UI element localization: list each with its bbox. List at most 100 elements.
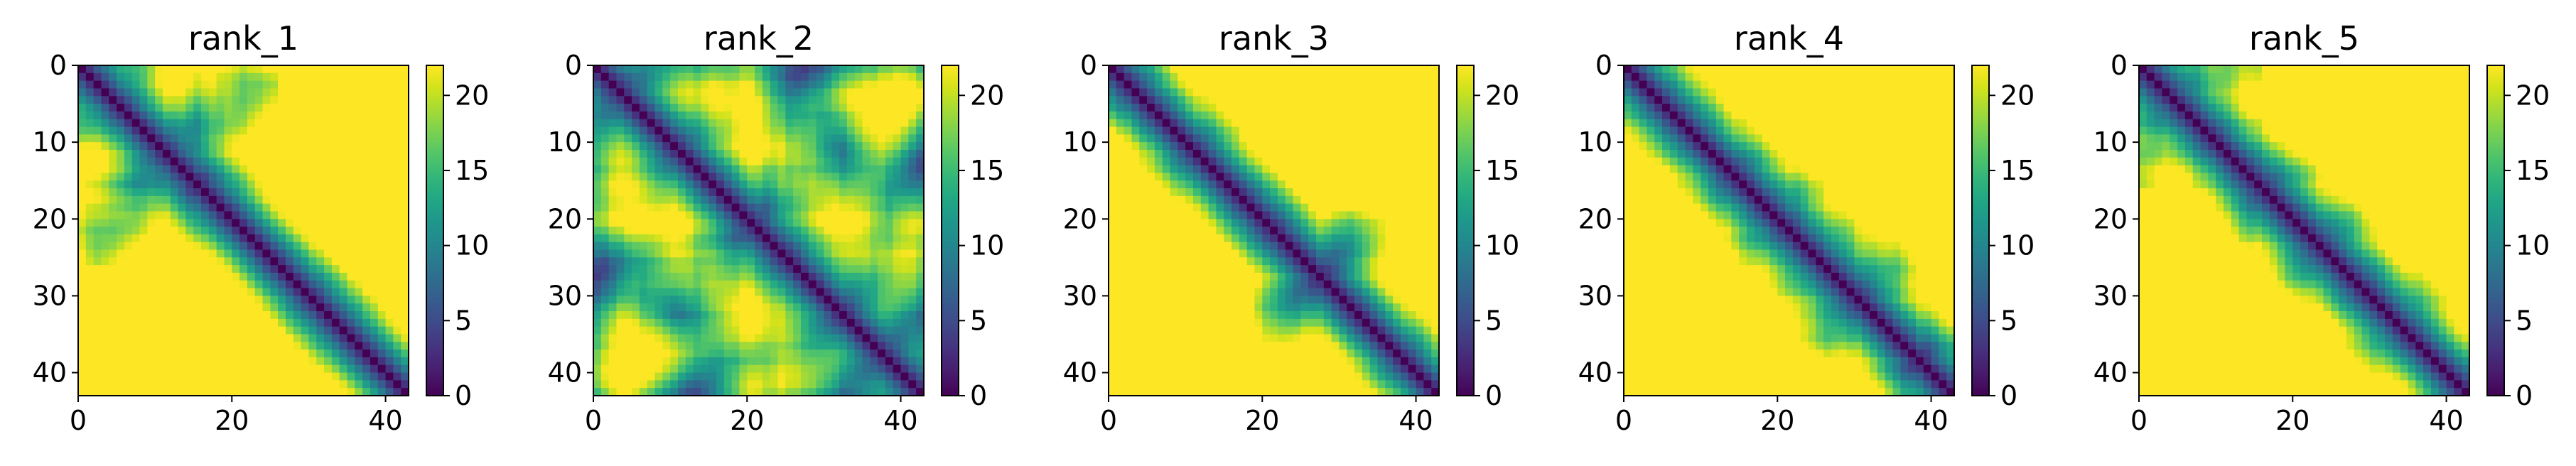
heatmap-cell xyxy=(93,380,102,389)
heatmap-cell xyxy=(147,96,156,104)
heatmap-cell xyxy=(78,142,87,151)
heatmap-cell xyxy=(885,219,894,227)
heatmap-cell xyxy=(147,157,156,166)
heatmap-cell xyxy=(701,173,709,181)
heatmap-cell xyxy=(339,249,348,258)
heatmap-cell xyxy=(870,227,878,235)
heatmap-cell xyxy=(401,96,409,104)
heatmap-cell xyxy=(677,265,686,273)
heatmap-cell xyxy=(770,311,779,320)
heatmap-cell xyxy=(916,142,925,151)
colorbar-step xyxy=(942,274,959,278)
heatmap-cell xyxy=(185,388,194,396)
heatmap-cell xyxy=(1170,134,1178,143)
heatmap-cell xyxy=(808,104,817,112)
heatmap-cell xyxy=(1216,195,1224,205)
heatmap-cell xyxy=(1347,65,1355,74)
heatmap-cell xyxy=(147,318,156,327)
heatmap-cell xyxy=(393,96,402,104)
heatmap-cell xyxy=(1385,195,1394,205)
x-tick-label: 20 xyxy=(730,405,764,436)
heatmap-cell xyxy=(355,219,363,227)
heatmap-cell xyxy=(1277,227,1286,235)
heatmap-cell xyxy=(370,180,379,189)
heatmap-cell xyxy=(670,242,679,251)
heatmap-cell xyxy=(1377,88,1386,97)
colorbar-step xyxy=(942,299,959,303)
heatmap-cell xyxy=(247,96,256,104)
heatmap-cell xyxy=(854,272,863,281)
heatmap-cell xyxy=(78,234,87,243)
heatmap-cell xyxy=(639,180,648,189)
heatmap-cell xyxy=(239,234,248,243)
heatmap-cell xyxy=(208,380,217,389)
heatmap-cell xyxy=(193,180,202,189)
heatmap-cell xyxy=(1162,203,1171,212)
heatmap-cell xyxy=(816,165,825,173)
heatmap-cell xyxy=(1109,180,1117,189)
heatmap-cell xyxy=(178,380,186,389)
heatmap-cell xyxy=(155,80,163,90)
heatmap-cell xyxy=(885,265,894,273)
heatmap-cell xyxy=(208,257,217,266)
heatmap-cell xyxy=(800,257,809,266)
heatmap-cell xyxy=(1369,126,1379,135)
heatmap-cell xyxy=(1339,111,1347,120)
heatmap-cell xyxy=(654,203,663,212)
heatmap-cell xyxy=(1116,88,1125,97)
heatmap-cell xyxy=(124,334,133,342)
heatmap-cell xyxy=(1416,119,1424,128)
heatmap-cell xyxy=(201,126,210,135)
heatmap-cell xyxy=(278,211,286,220)
heatmap-cell xyxy=(762,195,771,205)
heatmap-cell xyxy=(616,257,625,266)
heatmap-cell xyxy=(339,227,348,235)
heatmap-cell xyxy=(139,203,148,212)
heatmap-cell xyxy=(347,88,355,97)
heatmap-cell xyxy=(816,195,825,205)
heatmap-cell xyxy=(216,234,225,243)
heatmap-cell xyxy=(331,119,340,128)
heatmap-cell xyxy=(639,157,648,166)
heatmap-cell xyxy=(278,142,286,151)
heatmap-cell xyxy=(647,104,656,112)
heatmap-cell xyxy=(301,296,310,304)
colorbar-step xyxy=(426,220,443,223)
heatmap-cell xyxy=(185,318,194,327)
heatmap-cell xyxy=(608,372,618,381)
heatmap-cell xyxy=(647,242,656,251)
heatmap-cell xyxy=(824,326,832,335)
colorbar-step xyxy=(426,362,443,366)
heatmap-cell xyxy=(362,142,371,151)
heatmap-cell xyxy=(1239,173,1248,181)
heatmap-cell xyxy=(201,134,210,143)
heatmap-cell xyxy=(93,219,102,227)
heatmap-cell xyxy=(670,180,679,189)
heatmap-cell xyxy=(616,311,625,320)
heatmap-cell xyxy=(593,380,602,389)
heatmap-cell xyxy=(339,173,348,181)
heatmap-cell xyxy=(377,227,387,235)
heatmap-cell xyxy=(878,227,886,235)
heatmap-cell xyxy=(1315,173,1325,181)
heatmap-cell xyxy=(1347,111,1355,120)
heatmap-cell xyxy=(731,372,740,381)
heatmap-cell xyxy=(739,142,748,151)
heatmap-cell xyxy=(316,280,325,289)
heatmap-cell xyxy=(785,242,794,251)
heatmap-cell xyxy=(1185,134,1194,143)
heatmap-cell xyxy=(262,380,271,389)
heatmap-cell xyxy=(846,142,856,151)
heatmap-cell xyxy=(232,296,240,304)
heatmap-cell xyxy=(155,388,163,396)
heatmap-cell xyxy=(393,180,402,189)
heatmap-cell xyxy=(1170,80,1178,90)
heatmap-cell xyxy=(1323,227,1332,235)
heatmap-cell xyxy=(170,357,179,366)
heatmap-cell xyxy=(632,157,640,166)
heatmap-cell xyxy=(347,188,355,197)
heatmap-cell xyxy=(224,296,232,304)
heatmap-cell xyxy=(1254,80,1263,90)
heatmap-cell xyxy=(208,234,217,243)
heatmap-cell xyxy=(131,188,141,197)
